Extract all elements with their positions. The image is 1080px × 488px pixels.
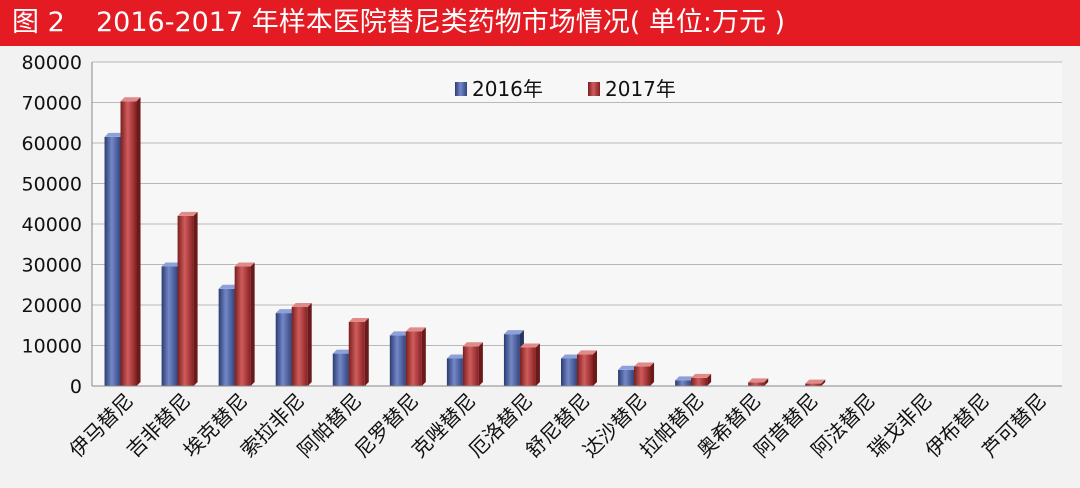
bar-top bbox=[332, 349, 353, 354]
bar-top bbox=[405, 327, 426, 332]
bar-2017 bbox=[634, 362, 655, 386]
figure-label: 图 2 bbox=[12, 7, 65, 38]
chart-title: 2016-2017 年样本医院替尼类药物市场情况( 单位:万元 ) bbox=[96, 7, 786, 38]
bar-top bbox=[577, 350, 597, 355]
bar-side bbox=[821, 379, 826, 386]
y-tick-label: 0 bbox=[70, 376, 82, 398]
bar-top bbox=[805, 379, 826, 384]
bar-top bbox=[348, 318, 369, 323]
legend-item-2016: 2016年 bbox=[455, 77, 543, 101]
bar-body bbox=[577, 354, 593, 386]
bar-body bbox=[275, 313, 292, 386]
bar-side bbox=[364, 318, 369, 386]
bar-side bbox=[307, 303, 312, 386]
bar-side bbox=[535, 343, 540, 386]
bar-top bbox=[618, 365, 639, 370]
bar-side bbox=[136, 97, 141, 386]
legend-item-2017: 2017年 bbox=[588, 77, 676, 101]
bar-top bbox=[218, 284, 239, 289]
bar-top bbox=[503, 330, 524, 335]
bar-top bbox=[748, 378, 769, 383]
bar-2017 bbox=[405, 327, 426, 386]
bar-top bbox=[177, 211, 198, 216]
bar-2017 bbox=[348, 318, 369, 386]
legend-swatch bbox=[588, 82, 600, 96]
bar-side bbox=[421, 327, 426, 386]
bar-side bbox=[764, 378, 769, 386]
bar-side bbox=[478, 342, 483, 386]
bar-body bbox=[503, 334, 520, 386]
bar-top bbox=[291, 303, 312, 308]
bar-body bbox=[561, 358, 577, 386]
bar-body bbox=[519, 347, 536, 386]
bar-2017 bbox=[177, 211, 198, 386]
bar-top bbox=[561, 354, 581, 359]
bar-side bbox=[707, 373, 712, 386]
bar-body bbox=[405, 331, 422, 386]
bar-top bbox=[634, 362, 655, 367]
bar-body bbox=[177, 215, 194, 386]
bar-top bbox=[275, 309, 296, 314]
legend-swatch bbox=[455, 82, 467, 96]
bar-body bbox=[332, 353, 349, 386]
y-tick-label: 20000 bbox=[22, 295, 82, 317]
bar-side bbox=[193, 211, 198, 386]
bar-side bbox=[250, 262, 255, 386]
bar-body bbox=[748, 382, 765, 386]
bar-top bbox=[675, 376, 696, 381]
bar-body bbox=[234, 266, 251, 386]
bar-2017 bbox=[805, 379, 826, 386]
bar-body bbox=[691, 377, 708, 386]
bar-body bbox=[675, 380, 692, 386]
bar-2017 bbox=[234, 262, 255, 386]
legend-label: 2017年 bbox=[605, 77, 676, 101]
bar-2017 bbox=[577, 350, 597, 386]
bar-2017 bbox=[462, 342, 483, 386]
x-tick-label: 芦可替尼 bbox=[977, 389, 1051, 463]
bar-body bbox=[291, 307, 308, 386]
bar-body bbox=[446, 358, 463, 386]
bar-top bbox=[389, 331, 410, 336]
y-tick-label: 80000 bbox=[22, 52, 82, 74]
bar-body bbox=[805, 383, 822, 386]
bar-body bbox=[104, 136, 121, 386]
y-tick-label: 40000 bbox=[22, 214, 82, 236]
bar-body bbox=[634, 366, 651, 386]
bar-top bbox=[462, 342, 483, 347]
bar-top bbox=[120, 97, 141, 102]
bar-body bbox=[218, 288, 235, 386]
y-tick-label: 30000 bbox=[22, 255, 82, 277]
bar-side bbox=[593, 350, 597, 386]
bar-body bbox=[618, 369, 635, 386]
bar-top bbox=[446, 354, 467, 359]
bar-chart: 0 10000 20000 30000 40000 50000 60000 70000 8000… bbox=[22, 52, 1062, 463]
bar-2017 bbox=[748, 378, 769, 386]
bar-side bbox=[650, 362, 655, 386]
bar-body bbox=[462, 346, 479, 386]
bar-top bbox=[691, 373, 712, 378]
bar-2017 bbox=[691, 373, 712, 386]
y-tick-label: 50000 bbox=[22, 174, 82, 196]
bar-top bbox=[161, 262, 182, 267]
y-tick-label: 10000 bbox=[22, 336, 82, 358]
title-bar: 图 2 2016-2017 年样本医院替尼类药物市场情况( 单位:万元 ) bbox=[0, 0, 1080, 46]
bar-2017 bbox=[291, 303, 312, 386]
bar-2017 bbox=[519, 343, 540, 386]
y-tick-label: 60000 bbox=[22, 133, 82, 155]
bar-top bbox=[234, 262, 255, 267]
bar-body bbox=[161, 266, 178, 386]
bar-body bbox=[389, 335, 406, 386]
bar-top bbox=[519, 343, 540, 348]
bar-body bbox=[348, 322, 365, 386]
y-tick-label: 70000 bbox=[22, 93, 82, 115]
bar-2017 bbox=[120, 97, 141, 386]
bar-top bbox=[104, 132, 125, 137]
legend-label: 2016年 bbox=[472, 77, 543, 101]
bar-body bbox=[120, 101, 137, 386]
